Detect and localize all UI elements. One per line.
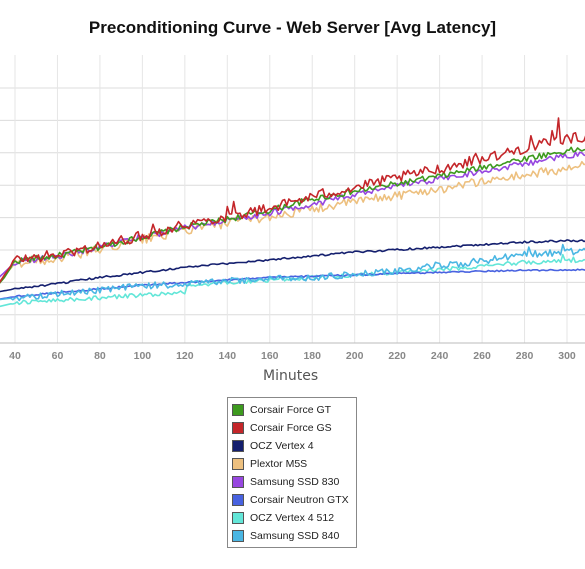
legend-label: Samsung SSD 840	[250, 530, 340, 542]
x-tick-label: 60	[52, 350, 64, 362]
series-line-ocz-vertex-4	[0, 239, 585, 293]
x-tick-label: 40	[9, 350, 21, 362]
x-tick-label: 300	[558, 350, 576, 362]
x-tick-label: 220	[388, 350, 406, 362]
chart-title: Preconditioning Curve - Web Server [Avg …	[88, 18, 497, 37]
x-tick-label: 120	[176, 350, 194, 362]
legend-item[interactable]: Corsair Neutron GTX	[228, 491, 356, 509]
legend-item[interactable]: OCZ Vertex 4	[228, 437, 356, 455]
legend-swatch	[232, 476, 244, 488]
legend-item[interactable]: OCZ Vertex 4 512	[228, 509, 356, 527]
legend-label: OCZ Vertex 4 512	[250, 512, 335, 524]
series-line-plextor-m5s	[0, 160, 585, 282]
legend-item[interactable]: Corsair Force GT	[228, 401, 356, 419]
legend: Corsair Force GT Corsair Force GS OCZ Vert…	[227, 397, 357, 548]
x-tick-label: 100	[134, 350, 152, 362]
legend-label: Corsair Neutron GTX	[250, 494, 349, 506]
legend-swatch	[232, 458, 244, 470]
legend-label: Samsung SSD 830	[250, 476, 340, 488]
x-tick-label: 280	[516, 350, 534, 362]
x-axis-title: Minutes	[263, 368, 319, 384]
x-tick-label: 180	[303, 350, 321, 362]
x-tick-label: 200	[346, 350, 364, 362]
series-line-ocz-vertex-4-512	[0, 253, 585, 308]
series-line-samsung-ssd-840	[0, 243, 585, 302]
legend-item[interactable]: Samsung SSD 830	[228, 473, 356, 491]
legend-label: Corsair Force GT	[250, 404, 332, 416]
legend-swatch	[232, 422, 244, 434]
x-tick-label: 160	[261, 350, 279, 362]
legend-label: OCZ Vertex 4	[250, 440, 314, 452]
legend-item[interactable]: Corsair Force GS	[228, 419, 356, 437]
series-line-corsair-neutron-gtx	[0, 268, 585, 300]
legend-item[interactable]: Samsung SSD 840	[228, 527, 356, 545]
x-tick-label: 80	[94, 350, 106, 362]
legend-swatch	[232, 494, 244, 506]
x-tick-label: 240	[431, 350, 449, 362]
legend-label: Corsair Force GS	[250, 422, 332, 434]
legend-swatch	[232, 530, 244, 542]
legend-item[interactable]: Plextor M5S	[228, 455, 356, 473]
legend-swatch	[232, 440, 244, 452]
x-tick-label: 140	[219, 350, 237, 362]
series-line-corsair-force-gs	[0, 117, 585, 284]
legend-label: Plextor M5S	[250, 458, 308, 470]
legend-swatch	[232, 404, 244, 416]
x-tick-label: 260	[473, 350, 491, 362]
legend-swatch	[232, 512, 244, 524]
